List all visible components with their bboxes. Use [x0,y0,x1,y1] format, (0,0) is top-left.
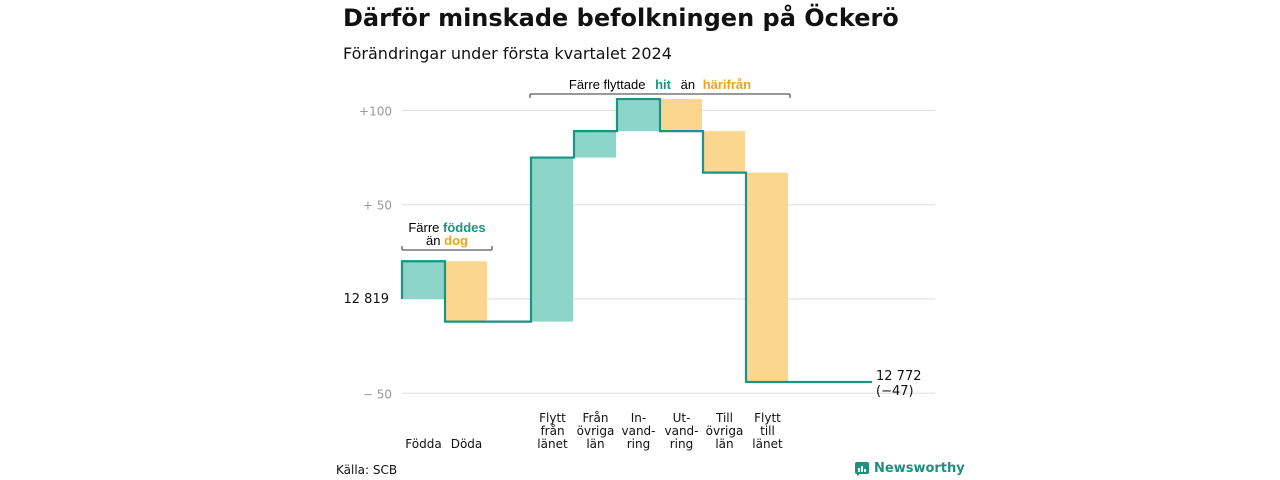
x-label-line: från [540,424,564,438]
end-value-label: 12 772 [876,369,922,384]
running-total-line [400,97,872,384]
chart-subtitle: Förändringar under första kvartalet 2024 [343,44,672,63]
x-label-line: till [760,424,775,438]
brand-name: Newsworthy [874,461,965,476]
bar-flytt-till-lanet [747,172,788,382]
bar-fodda [403,261,444,299]
x-label-line: Ut- [673,411,691,425]
chart-bars [403,99,788,382]
x-label-line: län [586,437,604,451]
y-tick-label: − 50 [363,387,392,401]
x-label-doda: Döda [451,437,483,451]
annotation-births-line1: Färre föddes [408,220,485,235]
x-label-line: övriga [706,424,744,438]
start-value-label: 12 819 [344,292,390,307]
x-label-utvandring: Ut-vand-ring [664,411,698,451]
bar-fran-ovriga-lan [575,131,616,158]
x-label-till-ovriga-lan: Till övriga län [706,411,744,451]
x-label-line: Till [715,411,733,425]
x-label-fodda: Födda [405,437,441,451]
x-label-line: ring [627,437,651,451]
annotation-births-line2: än dog [426,233,468,248]
x-label-line: Från [583,411,609,425]
bar-invandring [618,99,659,132]
bar-utvandring [661,99,702,132]
x-label-line: län [715,437,733,451]
running-total-step-line [400,97,872,384]
y-tick-label: + 50 [363,199,392,213]
annotation-births-foddes: föddes [443,220,486,235]
annotation-moves: Färre flyttade hit än härifrån [569,77,751,92]
x-label-flytt-fran-lanet: Flytt från länet [537,411,568,451]
annotations: Färre föddes än dog Färre flyttade hit ä… [401,77,791,251]
y-tick-label: +100 [359,104,392,118]
source-note: Källa: SCB [336,463,398,477]
x-label-line: vand- [664,424,698,438]
x-label-line: Flytt [539,411,566,425]
x-label-flytt-till-lanet: Flytt till länet [752,411,783,451]
x-label-line: länet [537,437,568,451]
annotation-births-dog: dog [444,233,468,248]
chart-title: Därför minskade befolkningen på Öckerö [343,4,899,32]
x-label-line: länet [752,437,783,451]
x-label-line: Födda [405,437,441,451]
bar-doda [446,261,487,322]
annotation-moves-an: än [681,77,695,92]
annotation-moves-farre: Färre flyttade [569,77,646,92]
gridlines [402,109,935,394]
annotation-births-farre: Färre [408,220,439,235]
x-label-line: In- [631,411,646,425]
annotation-moves-harifran: härifrån [703,77,751,92]
x-label-line: ring [670,437,694,451]
x-label-line: Flytt [754,411,781,425]
x-label-invandring: In-vand-ring [621,411,655,451]
annotation-moves-hit: hit [655,77,672,92]
x-label-line: Döda [451,437,483,451]
end-change-label: (−47) [876,384,914,399]
x-label-fran-ovriga-lan: Från övriga län [577,411,615,451]
x-label-line: vand- [621,424,655,438]
bar-flytt-fran-lanet [532,157,573,322]
bar-till-ovriga-lan [704,131,745,173]
x-label-line: övriga [577,424,615,438]
annotation-births-an: än [426,233,440,248]
newsworthy-logo-icon [855,461,869,476]
brand-logo: Newsworthy [855,461,965,476]
